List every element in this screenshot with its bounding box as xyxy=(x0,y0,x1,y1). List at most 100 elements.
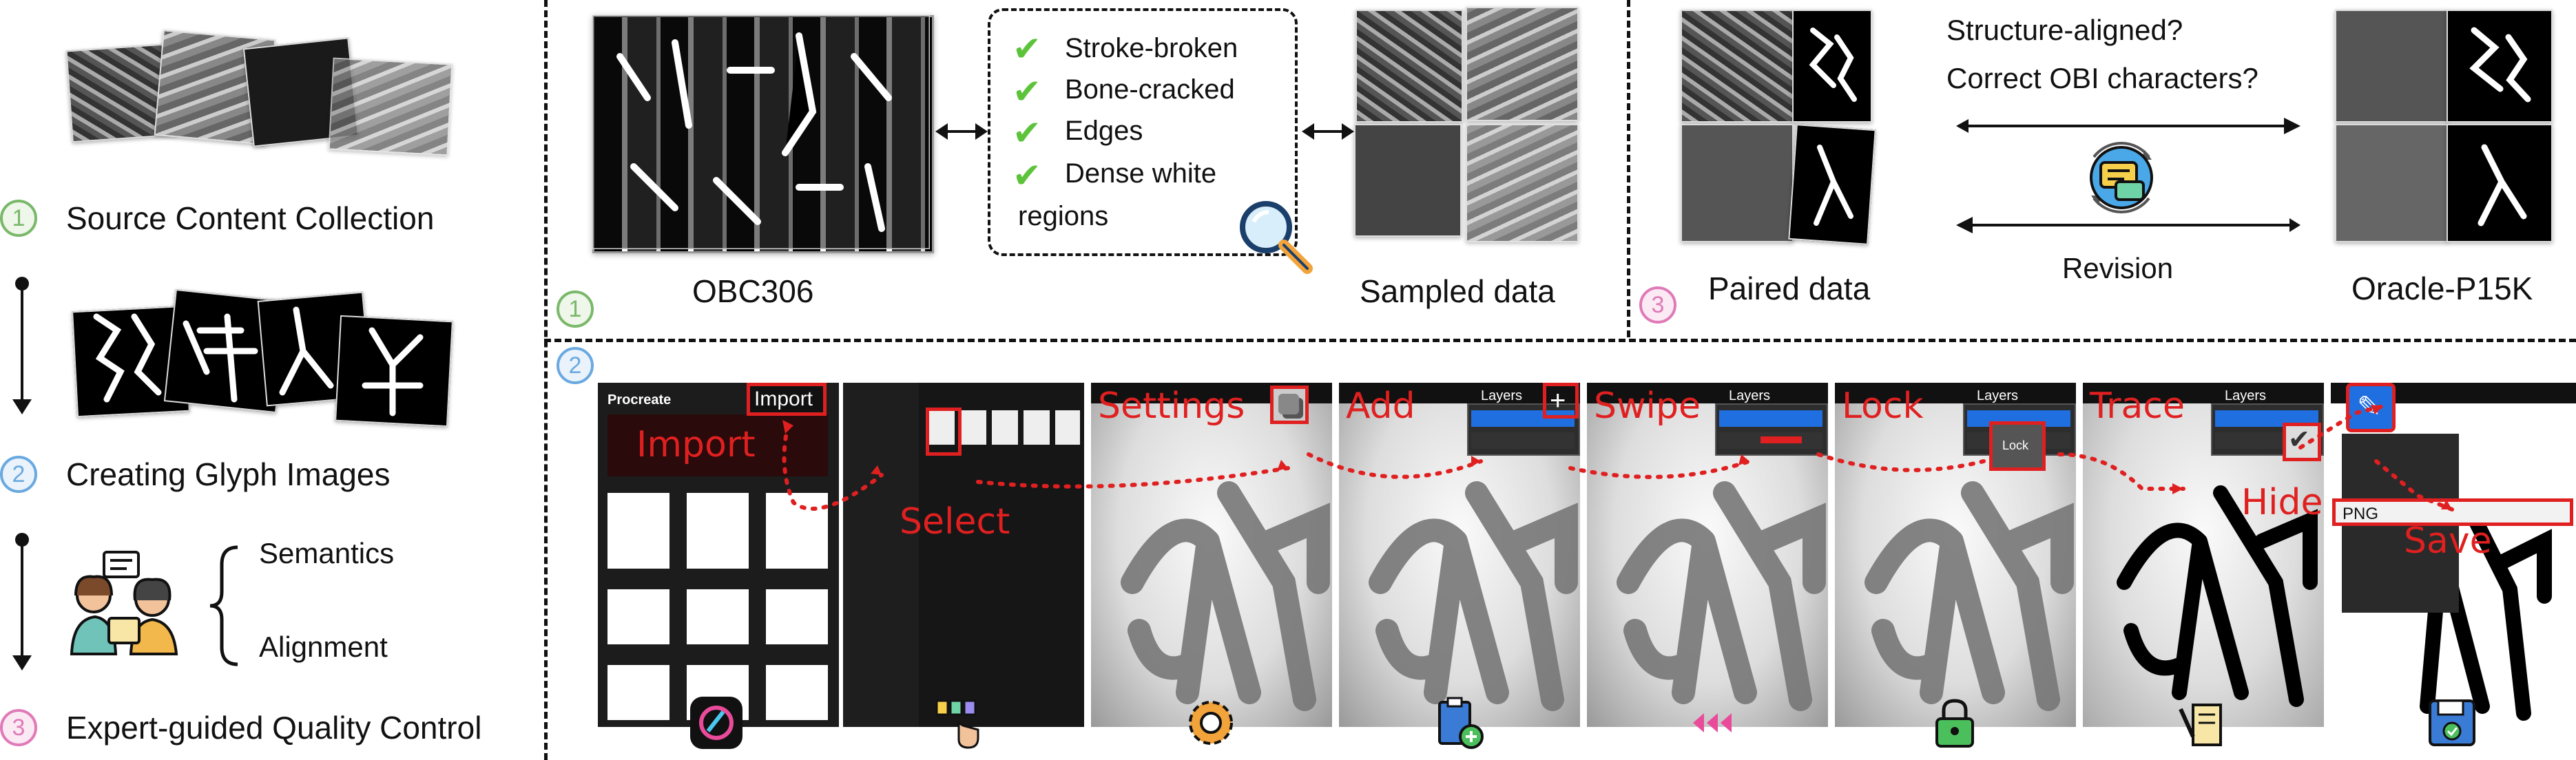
glyph-strokes xyxy=(93,306,424,416)
paired-thumb-2 xyxy=(1792,10,1872,123)
step-select-label: Select xyxy=(900,501,1010,542)
revision-label: Revision xyxy=(2062,252,2174,284)
paired-thumb-1 xyxy=(1681,10,1794,123)
question-correct: Correct OBI characters? xyxy=(1946,62,2258,94)
magnifier-icon xyxy=(1240,201,1313,274)
semantics-label: Semantics xyxy=(259,537,395,569)
paired-glyph-strokes xyxy=(1809,28,1857,226)
check-icon-4: ✔ xyxy=(1012,156,1041,195)
flow-arrow-1-dot xyxy=(15,277,29,291)
alignment-label: Alignment xyxy=(259,631,388,663)
step3-number: 3 xyxy=(0,709,37,746)
discussion-cycle-icon xyxy=(2090,142,2153,213)
step-hide-label: Hide xyxy=(2241,482,2323,523)
step-trace-label: Trace xyxy=(2090,386,2185,427)
layer-row-2[interactable] xyxy=(1471,432,1575,449)
png-option-highlight[interactable]: PNG xyxy=(2332,498,2573,526)
sampled-thumb-3 xyxy=(1354,124,1462,237)
flow-arrow-1 xyxy=(21,282,23,406)
criterion-1: Stroke-broken xyxy=(1065,33,1238,63)
flow-arrow-2 xyxy=(21,538,23,661)
divider-left xyxy=(544,0,548,760)
paired-caption: Paired data xyxy=(1708,271,1871,306)
stage2-number: 2 xyxy=(557,347,594,384)
add-layer-highlight[interactable] xyxy=(1543,383,1579,419)
result-thumb-2 xyxy=(2447,10,2553,123)
step-lock-label: Lock xyxy=(1842,386,1924,427)
floppy-save-icon xyxy=(2424,695,2480,750)
trace-scroll-icon xyxy=(2175,695,2230,750)
layer-row-1[interactable] xyxy=(1719,410,1822,427)
forward-arrow xyxy=(1956,118,2300,134)
hide-checkbox-highlight[interactable] xyxy=(2283,423,2321,461)
layers-title: Layers xyxy=(1481,388,1523,403)
procreate-icon xyxy=(689,695,744,750)
step1-label: Source Content Collection xyxy=(66,200,435,236)
toolbar xyxy=(2083,383,2324,403)
double-arrow-1 xyxy=(935,123,988,140)
criterion-3: Edges xyxy=(1065,116,1143,146)
result-caption: Oracle-P15K xyxy=(2351,271,2533,306)
layers-title: Layers xyxy=(1977,388,2019,403)
png-option[interactable]: PNG xyxy=(2343,505,2379,523)
criterion-4-cont: regions xyxy=(1018,201,1109,231)
divider-top-middle xyxy=(1627,0,1630,337)
lock-icon xyxy=(1927,695,1982,750)
step3-label: Expert-guided Quality Control xyxy=(66,710,482,746)
stage1-number: 1 xyxy=(557,291,594,328)
question-structure: Structure-aligned? xyxy=(1946,14,2183,46)
toolbar xyxy=(1339,383,1580,403)
obc306-caption: OBC306 xyxy=(692,273,814,309)
criterion-2: Bone-cracked xyxy=(1065,74,1235,105)
select-highlight[interactable] xyxy=(926,408,962,456)
file-sidebar xyxy=(843,383,919,727)
swipe-left-icon xyxy=(1679,695,1734,750)
procreate-title: Procreate xyxy=(607,392,672,408)
check-icon-2: ✔ xyxy=(1012,72,1041,111)
curly-brace xyxy=(209,545,238,666)
toolbar xyxy=(1835,383,2076,403)
step-import-label: Import xyxy=(636,424,756,465)
swipe-bar xyxy=(1760,436,1802,443)
toolbar xyxy=(1587,383,1828,403)
layer-row-1[interactable] xyxy=(1471,410,1575,427)
canvas-glyph-strokes xyxy=(1121,481,2552,721)
obc306-collage-overlay xyxy=(592,15,930,249)
sampled-thumb-4 xyxy=(1466,124,1579,242)
divider-horizontal xyxy=(544,339,2576,342)
import-button-highlight[interactable]: Import xyxy=(747,383,827,416)
result-thumb-1 xyxy=(2335,10,2448,123)
settings-copy-icon[interactable] xyxy=(1278,394,1299,414)
flow-arrow-1-head xyxy=(12,399,32,414)
sampled-thumb-1 xyxy=(1355,10,1463,123)
lock-button-highlight[interactable]: Lock xyxy=(1989,421,2046,471)
plus-icon[interactable]: + xyxy=(1550,386,1566,416)
step2-number: 2 xyxy=(0,456,37,493)
step-save-label: Save xyxy=(2404,520,2492,562)
step2-label: Creating Glyph Images xyxy=(66,456,391,492)
gallery-grid xyxy=(607,493,828,720)
backward-arrow xyxy=(1956,217,2300,233)
stage3-number: 3 xyxy=(1639,286,1676,324)
check-icon-3: ✔ xyxy=(1012,114,1041,152)
import-button[interactable]: Import xyxy=(754,388,813,410)
check-icon-1: ✔ xyxy=(1012,30,1041,68)
result-glyph-strokes xyxy=(2469,27,2531,226)
checkmark-icon[interactable]: ✔ xyxy=(2288,425,2310,454)
step-add-label: Add xyxy=(1346,386,1415,427)
flow-arrow-2-dot xyxy=(15,533,29,547)
double-arrow-2 xyxy=(1302,123,1354,140)
file-grid xyxy=(928,410,1080,445)
result-thumb-3 xyxy=(2335,124,2448,242)
criteria-box xyxy=(988,8,1298,256)
sampled-thumb-2 xyxy=(1466,7,1579,121)
source-thumb-4 xyxy=(328,57,453,156)
tap-select-icon xyxy=(934,695,989,750)
layers-title: Layers xyxy=(2225,388,2267,403)
step-swipe-label: Swipe xyxy=(1594,386,1701,427)
settings-button-highlight[interactable] xyxy=(1270,386,1309,424)
lock-button[interactable]: Lock xyxy=(2002,439,2029,452)
sampled-caption: Sampled data xyxy=(1360,273,1555,309)
step-settings-label: Settings xyxy=(1098,386,1245,427)
panel-select xyxy=(843,383,1084,727)
